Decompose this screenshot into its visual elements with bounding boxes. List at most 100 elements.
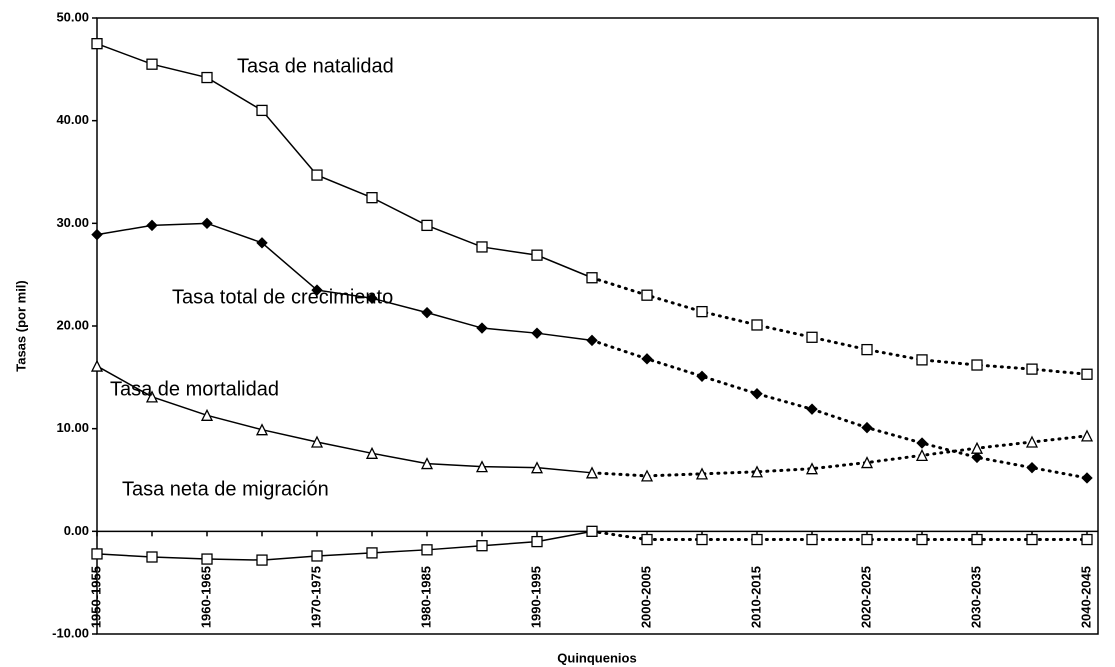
marker (696, 305, 708, 318)
y-tick-label: 40.00 (56, 112, 89, 127)
marker (421, 306, 433, 319)
marker (971, 451, 983, 464)
marker (641, 353, 653, 365)
marker (586, 334, 598, 347)
marker (201, 553, 213, 565)
series-line (96, 530, 593, 561)
marker (1080, 429, 1094, 442)
marker (861, 421, 873, 434)
y-tick-label: 20.00 (56, 317, 89, 332)
marker (750, 465, 764, 478)
x-tick-label: 1980-1985 (418, 566, 433, 628)
series-line (590, 434, 1089, 478)
x-tick-label: 2030-2035 (968, 566, 983, 628)
marker (421, 544, 433, 556)
plot-frame (96, 17, 1099, 635)
marker (310, 435, 324, 448)
marker (475, 460, 489, 473)
marker (200, 408, 214, 421)
series-label: Tasa de mortalidad (110, 378, 279, 400)
x-axis-label: Quinquenios (557, 650, 636, 665)
marker (971, 533, 983, 546)
marker (146, 219, 158, 232)
marker (696, 370, 708, 383)
marker (586, 525, 598, 537)
marker (1026, 533, 1038, 546)
marker (146, 551, 158, 563)
marker (1026, 461, 1038, 474)
marker (860, 456, 874, 469)
series-label: Tasa neta de migración (122, 478, 329, 500)
y-tick-label: 30.00 (56, 215, 89, 230)
marker (806, 403, 818, 415)
marker (916, 437, 928, 449)
y-tick-label: 10.00 (56, 420, 89, 435)
marker (585, 466, 599, 479)
x-tick-label: 1990-1995 (528, 566, 543, 628)
marker (91, 38, 103, 50)
marker (1081, 368, 1093, 380)
marker (640, 469, 654, 482)
series-line (590, 338, 1089, 480)
marker (971, 359, 983, 371)
marker (366, 292, 378, 304)
series-line (590, 276, 1089, 376)
x-tick-label: 1950-1955 (88, 566, 103, 628)
marker (91, 228, 103, 241)
marker (861, 533, 873, 546)
marker (256, 237, 268, 249)
marker (201, 217, 213, 230)
marker (311, 169, 323, 181)
marker (805, 462, 819, 475)
series-label: Tasa total de crecimiento (172, 286, 393, 308)
series-line (96, 365, 593, 474)
marker (970, 441, 984, 454)
marker (476, 241, 488, 253)
y-tick-label: 0.00 (64, 523, 89, 538)
marker (311, 284, 323, 296)
marker (531, 327, 543, 339)
x-tick-label: 2010-2015 (748, 566, 763, 628)
marker (90, 359, 104, 372)
marker (255, 423, 269, 436)
marker (1026, 363, 1038, 375)
marker (916, 533, 928, 546)
marker (751, 388, 763, 400)
marker (641, 533, 653, 546)
y-tick-label: -10.00 (52, 625, 89, 640)
marker (530, 461, 544, 474)
marker (641, 289, 653, 301)
marker (145, 390, 159, 403)
marker (861, 343, 873, 356)
series-line (96, 222, 593, 342)
marker (1081, 472, 1093, 484)
marker (476, 322, 488, 334)
x-tick-label: 1970-1975 (308, 566, 323, 628)
marker (366, 547, 378, 559)
marker (531, 535, 543, 548)
y-axis-label: Tasas (por mil) (13, 280, 28, 372)
series-line (590, 529, 1089, 542)
marker (256, 104, 268, 117)
marker (531, 249, 543, 261)
marker (420, 457, 434, 470)
x-tick-label: 2020-2025 (858, 566, 873, 628)
marker (201, 71, 213, 84)
marker (256, 554, 268, 566)
marker (366, 192, 378, 204)
marker (1025, 435, 1039, 448)
y-tick-label: 50.00 (56, 9, 89, 24)
marker (146, 58, 158, 70)
x-tick-label: 1960-1965 (198, 566, 213, 628)
marker (751, 319, 763, 331)
marker (421, 219, 433, 232)
series-label: Tasa de natalidad (237, 55, 394, 77)
marker (696, 533, 708, 546)
marker (311, 550, 323, 562)
marker (916, 354, 928, 366)
x-tick-label: 2040-2045 (1078, 566, 1093, 628)
x-tick-label: 2000-2005 (638, 566, 653, 628)
marker (806, 533, 818, 546)
marker (365, 446, 379, 459)
